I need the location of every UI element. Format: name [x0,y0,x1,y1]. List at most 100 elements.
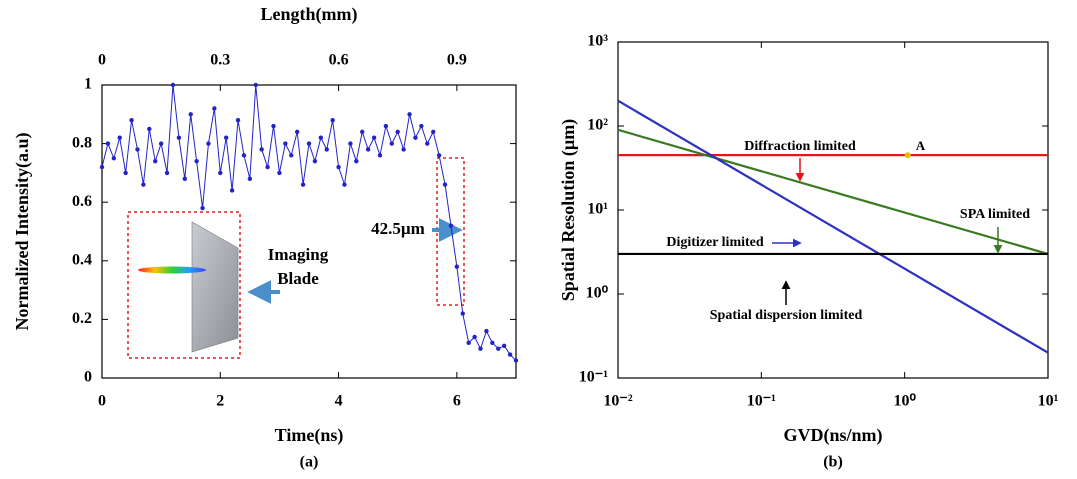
series-label: Diffraction limited [744,139,856,154]
data-point [507,352,513,357]
annotation: Imaging [268,245,329,264]
data-point [229,188,235,193]
data-point [176,135,182,140]
data-point [425,141,430,146]
data-point [170,82,176,88]
data-point [360,129,365,135]
x2-tick-label: 0.6 [329,52,349,69]
x-axis-label: GVD(ns/nm) [783,425,882,446]
data-point [123,170,128,176]
data-point [147,126,152,132]
data-point [336,164,341,170]
data-point [324,147,329,152]
y-tick-label: 10² [587,117,608,134]
y-tick-label: 10¹ [587,201,608,218]
x2-axis-label: Length(mm) [261,4,358,25]
data-point [117,135,122,140]
plot-frame [101,84,517,379]
x-tick-label: 10⁻² [603,393,632,410]
data-point [153,158,158,164]
data-point [383,123,389,129]
blade-image [191,221,239,353]
data-point [454,264,460,269]
data-point [182,176,187,181]
data-point [431,129,436,135]
data-point [265,164,270,170]
x2-tick-label: 0 [98,52,106,69]
data-point [235,117,241,123]
data-point [354,158,359,164]
data-point [419,123,424,129]
series-line [617,128,1049,255]
x-tick-label: 10⁰ [893,393,916,410]
series-line [617,99,1049,354]
data-point [478,346,483,351]
series-label: SPA limited [960,207,1030,222]
data-point [460,311,465,316]
data-point [224,135,229,140]
annotation-point [904,152,911,159]
y-tick-label: 0.2 [72,310,92,327]
data-point [348,141,353,146]
data-point [342,182,347,187]
data-point [448,223,454,228]
spectrum-beam [138,266,206,274]
data-point [188,112,193,117]
data-point [253,82,258,88]
data-point [513,358,519,363]
data-point [413,135,418,140]
series-label: Spatial dispersion limited [710,308,863,323]
data-point [407,112,412,117]
x-tick-label: 0 [98,393,106,410]
data-point [371,135,377,140]
data-point [135,147,140,152]
data-point [294,129,300,135]
y-axis-label: Normalized Intensity(a.u) [12,133,33,331]
series-line [101,84,517,361]
data-point [212,106,217,111]
data-point [277,170,282,176]
annotation: Blade [277,269,319,288]
data-point [164,170,170,176]
data-point [300,182,306,187]
data-point [200,205,205,211]
data-point [472,334,477,340]
y-tick-label: 10³ [587,33,608,50]
series-label: Digitizer limited [666,235,764,250]
data-point [99,164,105,170]
data-point [206,141,211,146]
data-point [318,135,324,140]
y-tick-label: 0.6 [72,193,92,210]
data-point [466,340,471,346]
edge-box [436,157,465,306]
y-tick-label: 0.4 [72,251,92,268]
data-point [241,153,247,158]
data-point [306,141,312,146]
data-point [330,117,335,123]
data-point [395,129,400,135]
data-point [401,147,406,152]
data-point [218,170,223,176]
annotation: 42.5µm [371,219,425,238]
data-point [436,153,442,158]
inset-frame [127,211,241,359]
x-tick-label: 6 [453,393,461,410]
data-point [490,340,495,346]
data-point [283,141,288,146]
x2-tick-label: 0.9 [447,52,467,69]
annotation: A [916,138,926,153]
data-point [247,176,253,181]
x-tick-label: 10¹ [1038,393,1059,410]
data-point [389,141,394,146]
y-tick-label: 0 [84,369,92,386]
data-point [289,153,294,158]
x-tick-label: 10⁻¹ [747,393,776,410]
data-point [312,158,318,164]
data-point [259,147,264,152]
data-point [111,156,117,161]
data-point [158,141,164,146]
y-tick-label: 0.8 [72,134,92,151]
data-point [377,153,383,158]
data-point [271,123,276,129]
